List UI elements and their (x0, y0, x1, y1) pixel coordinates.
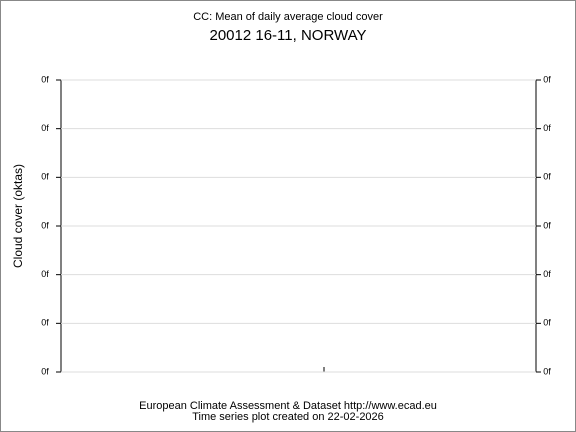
y-tick-label: 0f (41, 269, 49, 279)
footer: European Climate Assessment & Dataset ht… (139, 400, 437, 412)
y2-tick-label: 0f (543, 318, 551, 328)
y2-tick-label: 0f (543, 220, 551, 230)
y2-tick-label: 0f (543, 269, 551, 279)
y-tick-label: 0f (41, 366, 49, 376)
y-tick-label: 0f (41, 172, 49, 182)
y-tick-label: 0f (41, 318, 49, 328)
y-tick-label: 0f (41, 220, 49, 230)
y2-tick-label: 0f (543, 172, 551, 182)
chart-title: CC: Mean of daily average cloud cover (193, 11, 383, 23)
y2-tick-label: 0f (543, 123, 551, 133)
footer: Time series plot created on 22-02-2026 (192, 411, 384, 423)
y-tick-label: 0f (41, 74, 49, 84)
y-tick-label: 0f (41, 123, 49, 133)
y2-tick-label: 0f (543, 366, 551, 376)
y2-tick-label: 0f (543, 74, 551, 84)
chart-subtitle: 20012 16-11, NORWAY (209, 27, 366, 44)
y-axis-label: Cloud cover (oktas) (11, 164, 25, 268)
